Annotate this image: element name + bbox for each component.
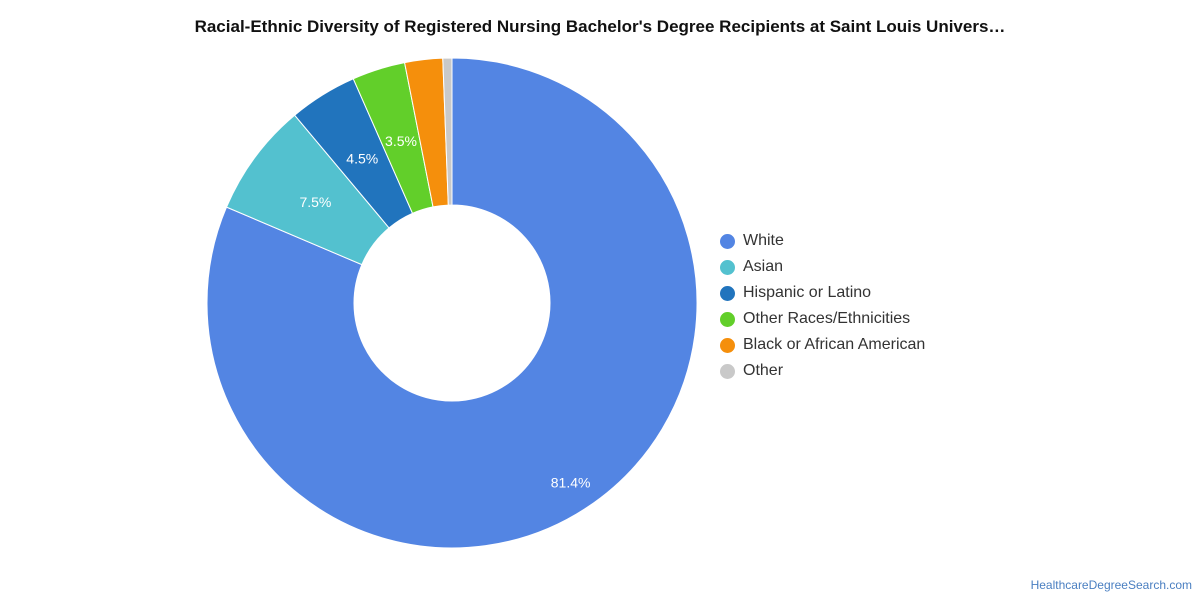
legend-label: Other [743,362,784,379]
source-credit[interactable]: HealthcareDegreeSearch.com [1030,578,1192,592]
data-label-other-races-ethnicities: 3.5% [385,133,417,149]
legend-swatch [720,311,735,327]
legend-item[interactable]: Asian [720,254,925,280]
data-label-asian: 7.5% [299,194,331,210]
legend-label: White [743,232,784,249]
legend-label: Asian [743,258,784,275]
legend-label: Other Races/Ethnicities [743,310,911,327]
legend-item[interactable]: White [720,228,925,254]
legend-swatch [720,285,735,301]
data-label-white: 81.4% [551,474,591,490]
legend-item[interactable]: Other Races/Ethnicities [720,306,925,332]
chart-legend: White Asian Hispanic or Latino Other Races/… [720,228,925,384]
legend-label: Black or African American [743,336,926,353]
legend-item[interactable]: Other [720,358,925,384]
legend-item[interactable]: Hispanic or Latino [720,280,925,306]
legend-swatch [720,363,735,379]
legend-label: Hispanic or Latino [743,284,872,301]
legend-item[interactable]: Black or African American [720,332,925,358]
slice-other[interactable] [442,57,453,206]
legend-swatch [720,259,735,275]
slice-white[interactable] [206,57,698,549]
data-label-hispanic-or-latino: 4.5% [346,151,378,167]
legend-swatch [720,337,735,353]
chart-title: Racial-Ethnic Diversity of Registered Nu… [194,17,1006,36]
legend-swatch [720,233,735,249]
